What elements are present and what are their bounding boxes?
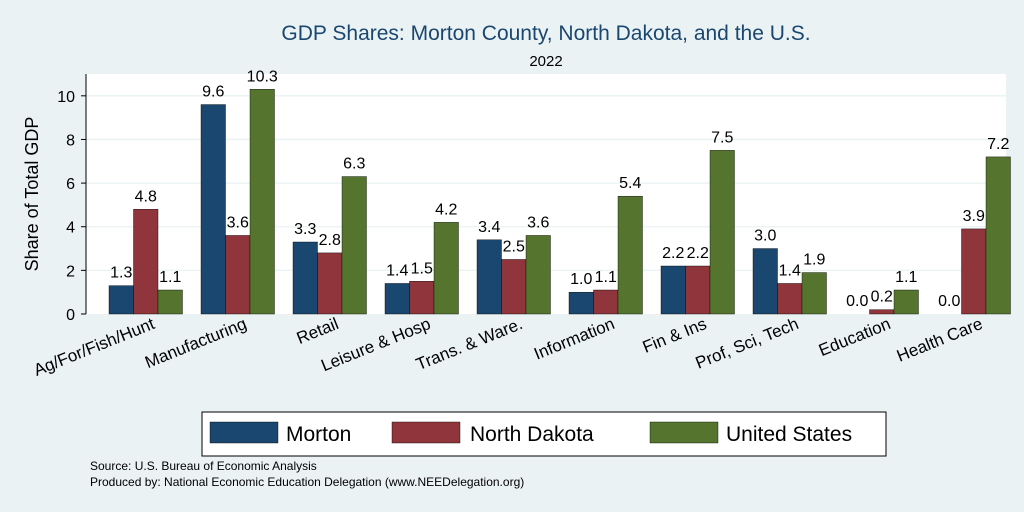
x-tick-label: Education [816,314,893,360]
y-tick-label: 8 [66,132,75,149]
bar [133,209,159,315]
x-tick-label: Fin & Ins [640,314,709,357]
bar [593,289,619,315]
bars [108,89,1011,315]
bar-value-label: 1.3 [110,265,132,282]
y-tick-label: 2 [66,263,75,280]
legend-label: United States [726,423,852,446]
x-tick-label: Health Care [894,314,985,366]
bar-value-label: 3.0 [754,228,776,245]
legend: Morton North Dakota United States [209,421,852,446]
bar [801,272,827,315]
bar-value-labels: 1.34.81.19.63.610.33.32.86.31.4 1.54.23.4… [110,68,1009,310]
x-tick-label: Retail [294,314,341,348]
bar [961,228,987,315]
bar-value-label: 4.2 [435,201,457,218]
bar [893,289,919,315]
x-tick-label: Manufacturing [142,314,249,372]
bar-value-label: 5.4 [619,175,641,192]
bar [777,283,803,315]
bar-value-label: 7.2 [987,136,1009,153]
produced-by-note: Produced by: National Economic Education… [90,475,525,489]
bar-value-label: 1.5 [411,260,433,277]
bar [660,265,686,315]
bar-value-label: 0.2 [871,289,893,306]
y-tick-label: 0 [66,307,75,324]
bar-value-label: 3.4 [478,219,500,236]
bar [317,252,343,315]
bar-value-label: 2.2 [662,245,684,262]
x-tick-label: Information [531,314,617,363]
x-tick-label: Ag/For/Fish/Hunt [31,314,158,380]
legend-swatch [391,421,461,444]
bar-value-label: 3.3 [294,221,316,238]
bar-value-label: 0.0 [938,293,960,310]
y-tick-label: 10 [57,89,75,106]
legend-label: Morton [286,423,351,446]
bar [501,259,527,315]
bar [249,89,275,315]
bar [568,291,594,315]
bar-value-label: 1.9 [803,252,825,269]
bar-value-label: 2.2 [687,245,709,262]
bar [108,285,134,315]
bar [685,265,711,315]
bar-value-label: 10.3 [247,68,278,85]
y-axis-ticks: 0 2 4 6 8 10 [57,89,86,324]
bar-value-label: 2.8 [319,232,341,249]
bar [752,248,778,315]
bar [157,289,183,315]
bar-value-label: 3.6 [227,214,249,231]
y-tick-label: 4 [66,220,75,237]
x-tick-label: Prof, Sci, Tech [693,314,801,373]
bar [709,150,735,315]
chart-subtitle: 2022 [529,53,562,70]
bar-value-label: 6.3 [343,156,365,173]
bar [409,281,435,315]
bar-value-label: 3.9 [963,208,985,225]
bar-value-label: 7.5 [711,129,733,146]
bar-value-label: 0.0 [846,293,868,310]
chart-title: GDP Shares: Morton County, North Dakota,… [281,22,810,45]
legend-label: North Dakota [470,423,594,446]
bar-value-label: 2.5 [503,238,525,255]
bar-value-label: 9.6 [202,84,224,101]
bar [433,222,459,315]
y-tick-label: 6 [66,176,75,193]
bar [525,235,551,315]
bar [985,156,1011,315]
bar-value-label: 1.1 [895,269,917,286]
bar [225,235,251,315]
legend-swatch [649,421,719,444]
bar-value-label: 1.1 [595,269,617,286]
bar [869,309,895,315]
bar-value-label: 1.4 [779,262,801,279]
source-note: Source: U.S. Bureau of Economic Analysis [90,459,317,473]
bar [476,239,502,315]
legend-box [201,411,887,457]
x-tick-label: Trans. & Ware. [413,314,525,374]
legend-swatch [209,421,279,444]
bar [341,176,367,315]
bar-value-label: 1.4 [386,262,408,279]
bar-value-label: 1.1 [159,269,181,286]
bar [200,104,226,315]
y-axis-label: Share of Total GDP [22,117,42,272]
bar [617,195,643,315]
bar-value-label: 4.8 [135,188,157,205]
bar [292,241,318,315]
bar [384,283,410,315]
bar-value-label: 3.6 [527,214,549,231]
bar-value-label: 1.0 [570,271,592,288]
